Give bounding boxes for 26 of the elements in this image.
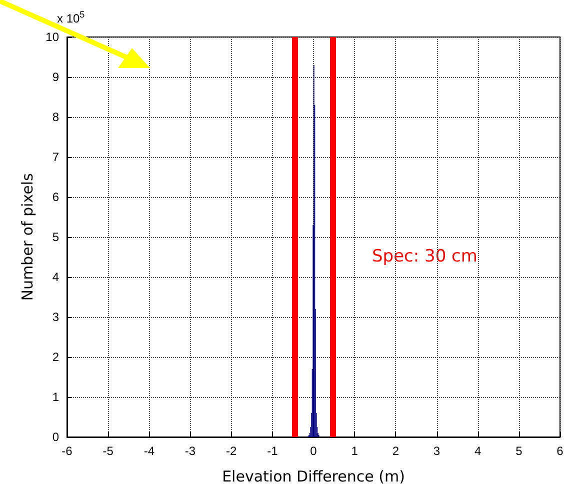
x-tick-label: -2 [226, 444, 237, 458]
x-tick-label: 0 [310, 444, 318, 458]
y-axis-title: Number of pixels [18, 173, 36, 301]
y-tick-label: 7 [52, 150, 60, 164]
x-tick-label: -3 [184, 444, 196, 458]
y-tick-label: 3 [52, 310, 60, 324]
x-tick-label: -6 [62, 444, 73, 458]
x-tick-label: 3 [433, 444, 440, 458]
y-tick-label: 2 [52, 350, 60, 364]
x-tick-label: 5 [516, 444, 523, 458]
y-tick-label: 4 [52, 270, 60, 284]
x-tick-label: 2 [392, 444, 400, 458]
y-tick-label: 6 [52, 190, 60, 204]
y-tick-label: 5 [52, 230, 60, 244]
y-tick-label: 0 [52, 430, 60, 444]
x-tick-label: -5 [102, 444, 114, 458]
y-tick-label: 8 [52, 110, 60, 124]
x-tick-label: 4 [474, 444, 482, 458]
y-tick-label: 1 [52, 390, 60, 404]
y-tick-label: 10 [46, 30, 60, 44]
x-tick-label: -4 [144, 444, 155, 458]
x-tick-label: -1 [267, 444, 278, 458]
y-tick-label: 9 [52, 70, 60, 84]
x-tick-label: 1 [351, 444, 358, 458]
x-tick-label: 6 [556, 444, 564, 458]
x-axis-title: Elevation Difference (m) [222, 468, 405, 486]
